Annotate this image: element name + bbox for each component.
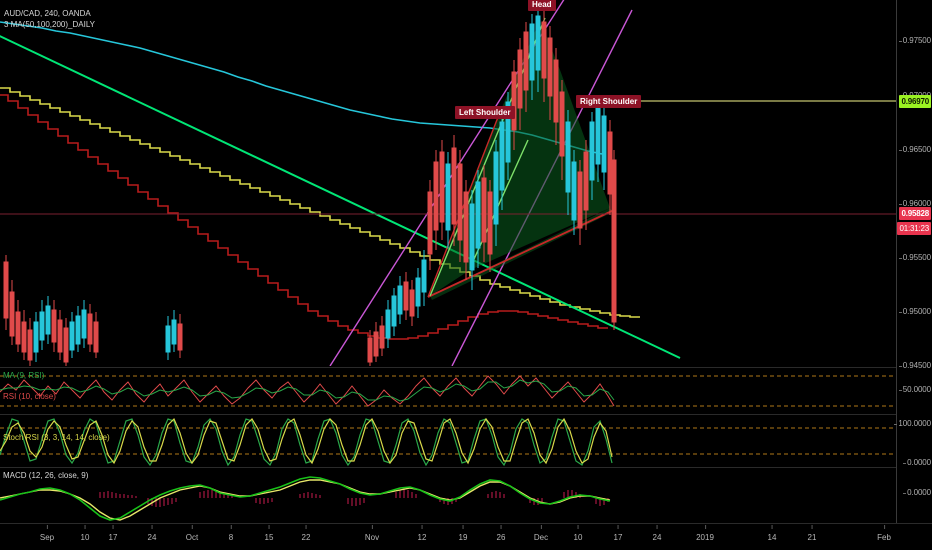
price-plot[interactable] — [0, 0, 897, 366]
time-tick: 10 — [573, 525, 583, 542]
time-tick: 14 — [767, 525, 777, 542]
stoch-svg — [0, 415, 897, 467]
macd-title: MACD (12, 26, close, 9) — [3, 471, 89, 480]
last-close-label[interactable]: 0.95828 — [899, 207, 931, 220]
time-tick: 17 — [108, 525, 118, 542]
stoch-rsi-title: Stoch RSI (3, 3, 14, 14, close) — [3, 433, 110, 442]
neckline — [427, 209, 615, 298]
time-axis[interactable]: Sep 10 17 24 Oct 8 15 22 Nov 12 19 26 De… — [0, 523, 932, 550]
current-price-label[interactable]: 0.96970 — [899, 95, 931, 108]
macd-line — [0, 476, 611, 521]
rsi-pane[interactable]: MA (9, RSI) RSI (10, close) — [0, 367, 932, 414]
macd-svg — [0, 468, 897, 523]
time-tick: Sep — [39, 525, 55, 542]
rsi-svg — [0, 368, 897, 414]
time-tick: 17 — [613, 525, 623, 542]
time-tick: 22 — [301, 525, 311, 542]
price-tick: 0.96500 — [898, 145, 931, 154]
time-tick: 19 — [458, 525, 468, 542]
stoch-scale-tick-top: 100.0000 — [894, 419, 931, 428]
price-tick: 0.95000 — [898, 307, 931, 316]
price-svg — [0, 0, 897, 366]
time-tick: 10 — [80, 525, 90, 542]
rsi-scale-tick: 50.0000 — [898, 385, 931, 394]
annotation-head[interactable]: Head — [528, 0, 556, 11]
candlestick-series — [3, 6, 617, 366]
time-tick: 15 — [264, 525, 274, 542]
trendline-green — [0, 35, 681, 359]
time-tick: 26 — [496, 525, 506, 542]
rsi-ma-line — [0, 379, 615, 402]
chart-title-block: AUD/CAD, 240, OANDA 3 MA(50,100,200)_DAI… — [4, 8, 95, 30]
ma-indicator-line: 3 MA(50,100,200)_DAILY — [4, 20, 96, 29]
time-tick: 24 — [147, 525, 157, 542]
ma200-line — [0, 94, 608, 340]
time-tick: Feb — [877, 525, 891, 542]
time-tick: 21 — [807, 525, 817, 542]
time-tick: Dec — [533, 525, 549, 542]
time-tick: Nov — [364, 525, 380, 542]
time-tick: Oct — [185, 525, 199, 542]
macd-scale-tick: 0.0000 — [903, 488, 931, 497]
rsi-title: RSI (10, close) — [3, 392, 56, 401]
price-tick: 0.96000 — [898, 199, 931, 208]
macd-plot[interactable] — [0, 468, 897, 523]
rsi-line — [0, 375, 615, 407]
price-tick: 0.97500 — [898, 36, 931, 45]
bar-countdown-label: 01:31:23 — [897, 222, 931, 235]
price-tick: 0.94500 — [898, 361, 931, 370]
symbol-line: AUD/CAD, 240, OANDA — [4, 9, 91, 18]
annotation-right-shoulder[interactable]: Right Shoulder — [576, 95, 642, 108]
time-tick: 8 — [228, 525, 234, 542]
time-tick: 12 — [417, 525, 427, 542]
time-tick: 24 — [652, 525, 662, 542]
stoch-k-line — [0, 418, 613, 467]
stoch-plot[interactable] — [0, 415, 897, 467]
annotation-left-shoulder[interactable]: Left Shoulder — [455, 106, 515, 119]
rsi-ma-title: MA (9, RSI) — [3, 371, 45, 380]
price-pane[interactable]: AUD/CAD, 240, OANDA 3 MA(50,100,200)_DAI… — [0, 0, 932, 366]
price-scale[interactable]: 0.97500 0.97000 0.96500 0.96000 0.95500 … — [894, 0, 932, 523]
stoch-scale-tick-bottom: 0.0000 — [903, 458, 931, 467]
price-tick: 0.95500 — [898, 253, 931, 262]
macd-pane[interactable]: MACD (12, 26, close, 9) — [0, 467, 932, 523]
rsi-plot[interactable] — [0, 368, 897, 414]
time-tick: 2019 — [696, 525, 714, 542]
stoch-rsi-pane[interactable]: Stoch RSI (3, 3, 14, 14, close) — [0, 414, 932, 467]
stoch-d-line — [0, 417, 613, 465]
